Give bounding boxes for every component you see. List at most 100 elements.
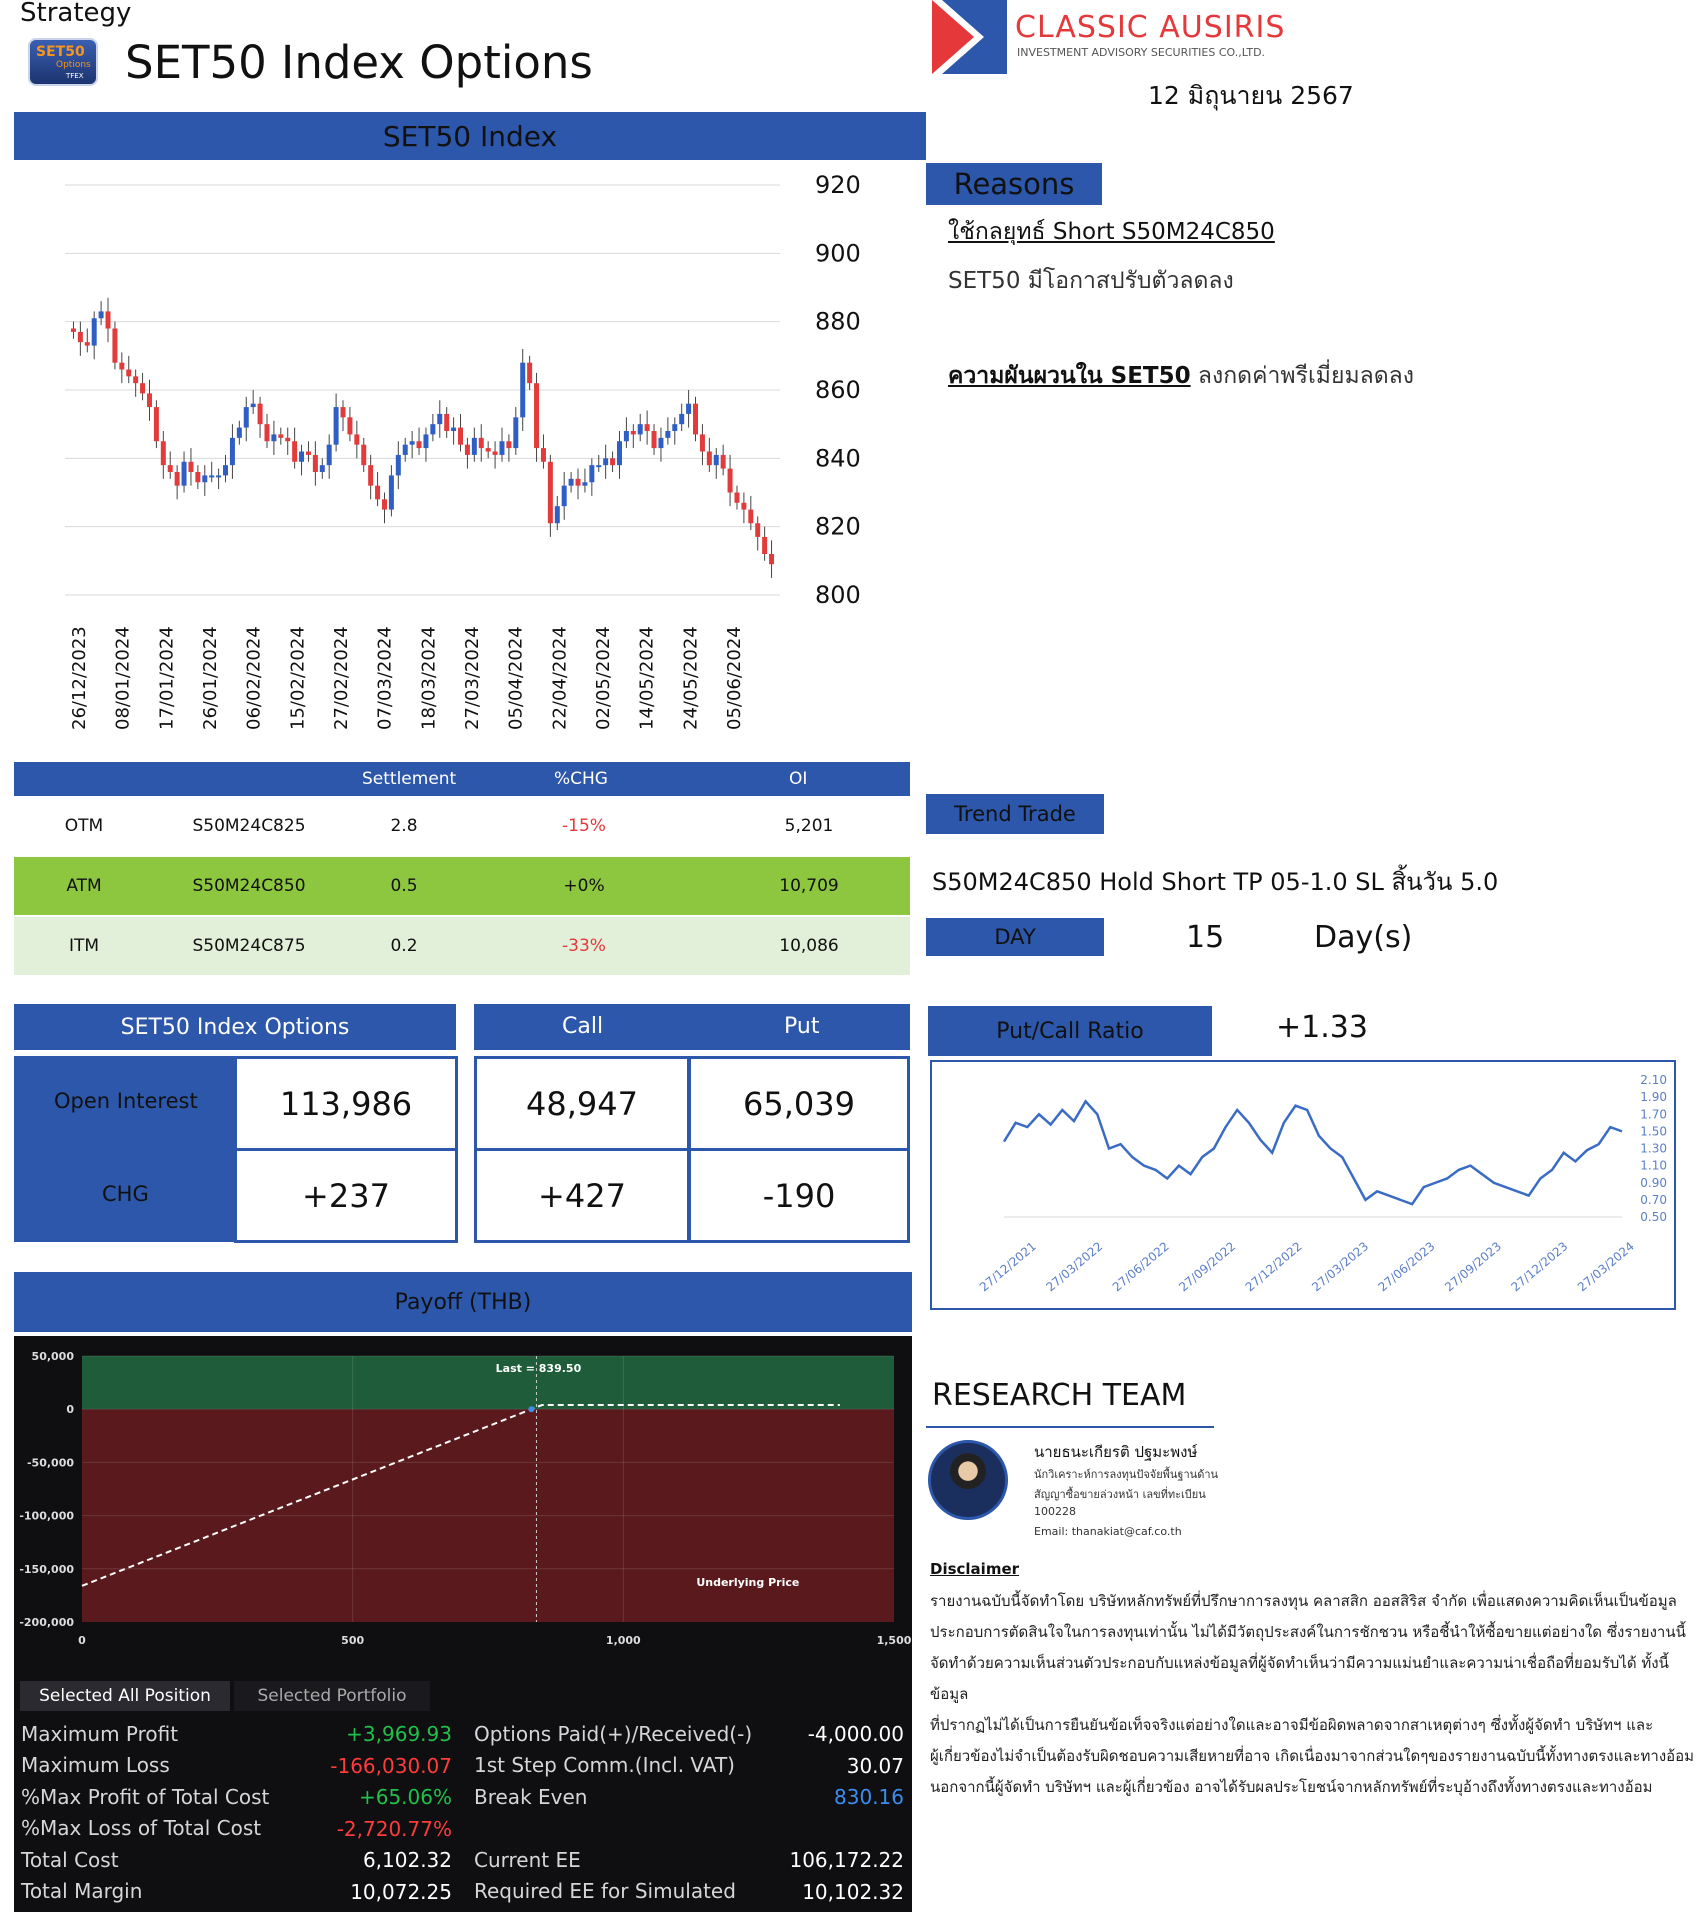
payoff-panel: 50,000 0 -50,000 -100,000 -150,000 -200,000 0 5… <box>14 1336 912 1912</box>
candle <box>644 424 650 431</box>
candle <box>195 472 201 483</box>
candle <box>430 424 436 435</box>
underlying-price-label: Underlying Price <box>696 1576 799 1589</box>
candle <box>575 478 581 486</box>
candle <box>340 407 346 418</box>
reason-line-3: ความผันผวนใน SET50 ลงกดค่าพรีเมี่ยมลดลง <box>948 363 1414 389</box>
candle <box>347 417 353 435</box>
candle <box>368 465 374 486</box>
x-tick-label: 27/12/2022 <box>1243 1239 1305 1294</box>
candle <box>354 434 360 445</box>
x-tick-label: 27/03/2024 <box>1575 1239 1637 1294</box>
stat-label: 1st Step Comm.(Incl. VAT) <box>474 1753 735 1777</box>
stat-label: Total Cost <box>21 1847 119 1872</box>
stat-label: Current EE <box>474 1847 581 1872</box>
y-tick-label: 1.70 <box>1640 1107 1667 1121</box>
payoff-line <box>81 1403 840 1587</box>
y-tick-label: 800 <box>815 581 861 609</box>
y-tick-label: -50,000 <box>27 1456 74 1469</box>
y-tick-label: 1.50 <box>1640 1124 1667 1138</box>
y-tick-label: 1.10 <box>1640 1159 1667 1173</box>
candle <box>209 475 215 478</box>
candle <box>381 499 387 510</box>
oi-grid-title: SET50 Index Options <box>14 1004 456 1050</box>
candle <box>257 403 263 425</box>
analyst-reg: 100228 <box>1034 1505 1076 1518</box>
strategy-label: Strategy <box>20 0 132 28</box>
index-chart-heading: SET50 Index <box>14 112 926 160</box>
candle <box>70 328 76 332</box>
put-call-ratio-chart: 2.10 1.90 1.70 1.50 1.30 1.10 0.90 0.70 0.50 27/1… <box>977 1073 1667 1294</box>
candle <box>741 502 747 510</box>
candle <box>603 458 609 466</box>
stat-value: +65.06% <box>358 1785 452 1809</box>
candle <box>762 536 768 554</box>
y-tick-label: 840 <box>815 444 861 472</box>
x-tick-label: 27/03/2022 <box>1043 1239 1105 1294</box>
page-title: SET50 Index Options <box>125 36 593 89</box>
candle <box>98 311 104 319</box>
y-tick-label: -200,000 <box>19 1616 74 1629</box>
put-chg: -190 <box>688 1148 910 1243</box>
candle <box>160 441 166 466</box>
stat-label: Options Paid(+)/Received(-) <box>474 1721 753 1746</box>
candle <box>706 451 712 466</box>
candle <box>236 427 242 438</box>
stat-value: 30.07 <box>846 1753 904 1778</box>
stat-value: -2,720.77% <box>336 1816 452 1841</box>
stat-value: 830.16 <box>834 1785 904 1809</box>
y-tick-label: 880 <box>815 308 861 336</box>
y-tick-label: 1.30 <box>1640 1142 1667 1156</box>
candle <box>312 454 318 472</box>
candle <box>713 454 719 466</box>
classic-ausiris-logo <box>932 0 1007 74</box>
tab-selected-all-position[interactable]: Selected All Position <box>20 1681 230 1711</box>
pcr-heading: Put/Call Ratio <box>928 1006 1212 1056</box>
candle <box>361 444 367 466</box>
call-put-header: Call Put <box>474 1004 910 1050</box>
candle <box>375 485 381 500</box>
candle <box>319 465 325 472</box>
candle <box>485 448 491 452</box>
disclaimer-title: Disclaimer <box>930 1560 1020 1578</box>
break-even-point <box>528 1406 535 1413</box>
candle <box>699 434 705 452</box>
payoff-heading: Payoff (THB) <box>14 1272 912 1332</box>
x-tick-label: 05/06/2024 <box>724 626 745 730</box>
brand-subtitle: INVESTMENT ADVISORY SECURITIES CO.,LTD. <box>1017 46 1266 59</box>
candle <box>458 427 464 445</box>
candle <box>216 475 222 478</box>
candle <box>395 454 401 476</box>
x-tick-label: 27/02/2024 <box>331 626 352 730</box>
profit-zone <box>82 1356 894 1410</box>
candle <box>416 441 422 449</box>
candle <box>126 369 132 377</box>
candle <box>734 492 740 503</box>
reasons-heading: Reasons <box>926 163 1102 205</box>
x-tick-label: 02/05/2024 <box>593 626 614 730</box>
candle <box>202 475 208 483</box>
candle <box>596 465 602 468</box>
analyst-role-2: สัญญาซื้อขายล่วงหน้า เลขที่ทะเบียน <box>1034 1488 1206 1501</box>
stat-value: -166,030.07 <box>330 1753 452 1778</box>
y-tick-label: -100,000 <box>19 1510 74 1523</box>
candle <box>444 413 450 431</box>
candle <box>423 434 429 449</box>
x-tick-label: 22/04/2024 <box>549 626 570 730</box>
y-tick-label: 2.10 <box>1640 1073 1667 1087</box>
candle <box>534 383 540 449</box>
candle <box>112 328 118 363</box>
candle <box>264 424 270 442</box>
candle <box>547 461 553 524</box>
candle <box>499 441 505 455</box>
tab-selected-portfolio[interactable]: Selected Portfolio <box>234 1681 430 1711</box>
loss-zone <box>82 1409 894 1622</box>
candle <box>651 431 657 449</box>
candle <box>174 472 180 486</box>
candle <box>333 407 339 445</box>
x-tick-label: 05/04/2024 <box>506 626 527 730</box>
x-tick-label: 08/01/2024 <box>113 626 134 730</box>
x-tick-label: 500 <box>341 1634 364 1647</box>
stat-value: 6,102.32 <box>362 1848 452 1872</box>
candle <box>561 485 567 507</box>
